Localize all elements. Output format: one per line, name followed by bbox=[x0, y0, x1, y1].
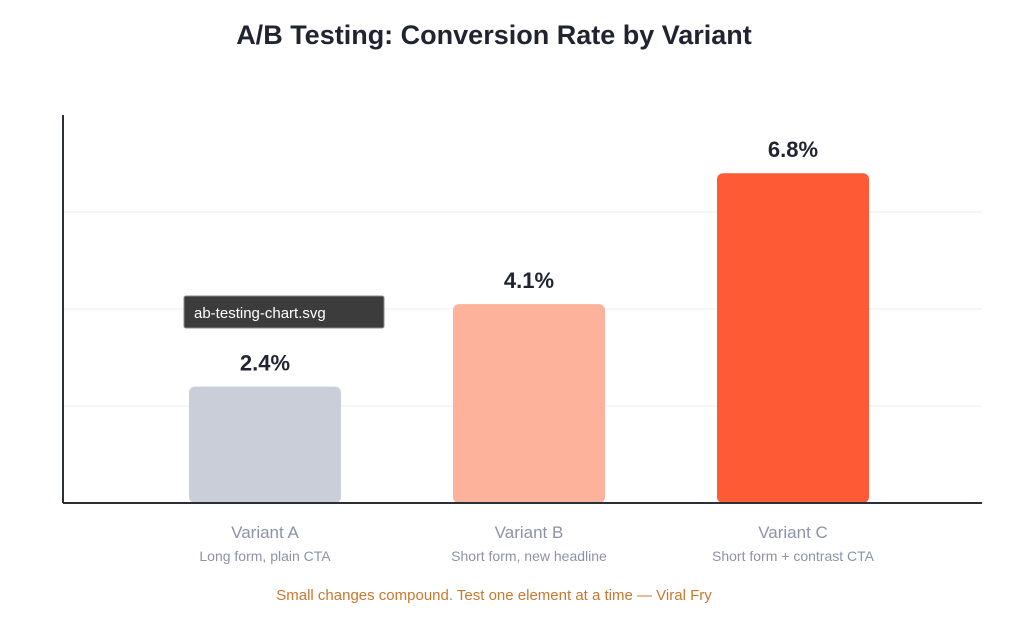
footer-note: Small changes compound. Test one element… bbox=[276, 587, 712, 604]
category-label: Variant B bbox=[495, 523, 564, 542]
labels-group: 2.4% Variant A Long form, plain CTA 4.1% Var… bbox=[199, 137, 874, 564]
tooltip-box bbox=[183, 295, 385, 329]
category-sublabel: Short form, new headline bbox=[451, 548, 607, 564]
value-label: 4.1% bbox=[504, 268, 554, 293]
bars-group bbox=[189, 173, 869, 503]
category-sublabel: Long form, plain CTA bbox=[199, 548, 331, 564]
category-label: Variant A bbox=[231, 523, 299, 542]
bar-variant-b bbox=[453, 304, 605, 503]
category-sublabel: Short form + contrast CTA bbox=[712, 548, 875, 564]
tooltip-text: ab-testing-chart.svg bbox=[194, 305, 326, 322]
category-label: Variant C bbox=[758, 523, 828, 542]
value-label: 6.8% bbox=[768, 137, 818, 162]
value-label: 2.4% bbox=[240, 351, 290, 376]
bar-variant-a bbox=[189, 386, 341, 503]
bar-variant-c bbox=[717, 173, 869, 503]
filename-tooltip: ab-testing-chart.svg bbox=[183, 295, 385, 329]
chart-title: A/B Testing: Conversion Rate by Variant bbox=[236, 20, 752, 50]
